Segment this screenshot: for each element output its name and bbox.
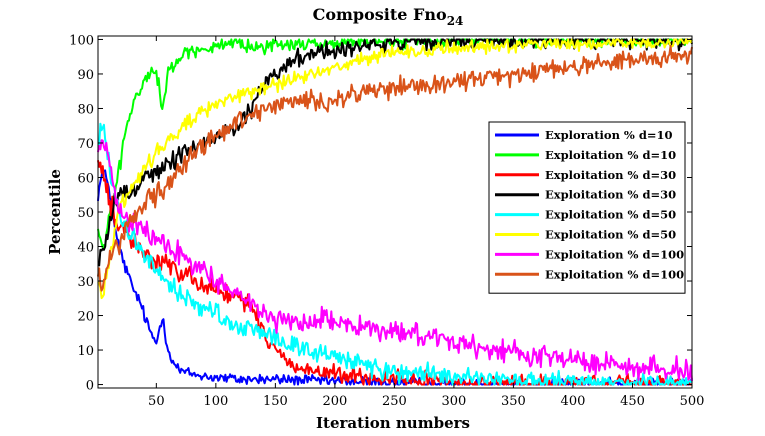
x-tick-label: 300 <box>442 394 467 409</box>
y-tick-label: 100 <box>69 33 94 48</box>
y-tick-label: 40 <box>77 241 94 256</box>
x-tick-label: 150 <box>263 394 288 409</box>
x-tick-label: 50 <box>148 394 165 409</box>
x-tick-label: 200 <box>322 394 347 409</box>
y-tick-label: 60 <box>77 171 94 186</box>
legend-label: Exploitation % d=10 <box>545 148 676 162</box>
series-line-8 <box>97 44 693 292</box>
y-axis-label: Percentile <box>46 169 64 255</box>
x-tick-label: 250 <box>382 394 407 409</box>
y-axis-ticks: 0 10 20 30 40 50 60 70 80 90 100 <box>69 33 692 394</box>
legend-label: Exploitation % d=100 <box>545 267 684 281</box>
x-axis-label: Iteration numbers <box>316 414 470 432</box>
y-tick-label: 80 <box>77 102 94 117</box>
legend-label: Exploitation % d=100 <box>545 247 684 261</box>
x-tick-label: 450 <box>620 394 645 409</box>
series-line-5 <box>97 122 693 386</box>
x-tick-label: 350 <box>501 394 526 409</box>
series-line-7 <box>97 139 693 382</box>
x-tick-label: 100 <box>203 394 228 409</box>
y-tick-label: 50 <box>77 206 94 221</box>
legend-label: Exploitation % d=50 <box>545 228 676 242</box>
legend: Exploration % d=10 Exploitation % d=10 Exp… <box>488 121 686 294</box>
x-axis-ticks: 50 100 150 200 250 300 350 400 450 500 <box>148 36 704 409</box>
legend-label: Exploitation % d=30 <box>545 168 676 182</box>
y-tick-label: 90 <box>77 68 94 83</box>
legend-label: Exploration % d=10 <box>545 128 673 142</box>
legend-box <box>488 121 686 294</box>
legend-label: Exploitation % d=50 <box>545 208 676 222</box>
chart-title: Composite Fno24 <box>313 5 464 28</box>
series-line-6 <box>97 38 693 300</box>
x-tick-label: 400 <box>561 394 586 409</box>
legend-label: Exploitation % d=30 <box>545 188 676 202</box>
series-line-3 <box>97 160 692 386</box>
y-tick-label: 20 <box>77 310 94 325</box>
y-tick-label: 70 <box>77 137 94 152</box>
y-tick-label: 30 <box>77 275 94 290</box>
y-tick-label: 0 <box>86 379 94 394</box>
plot-series <box>97 38 693 386</box>
x-tick-label: 500 <box>680 394 705 409</box>
y-tick-label: 10 <box>77 344 94 359</box>
